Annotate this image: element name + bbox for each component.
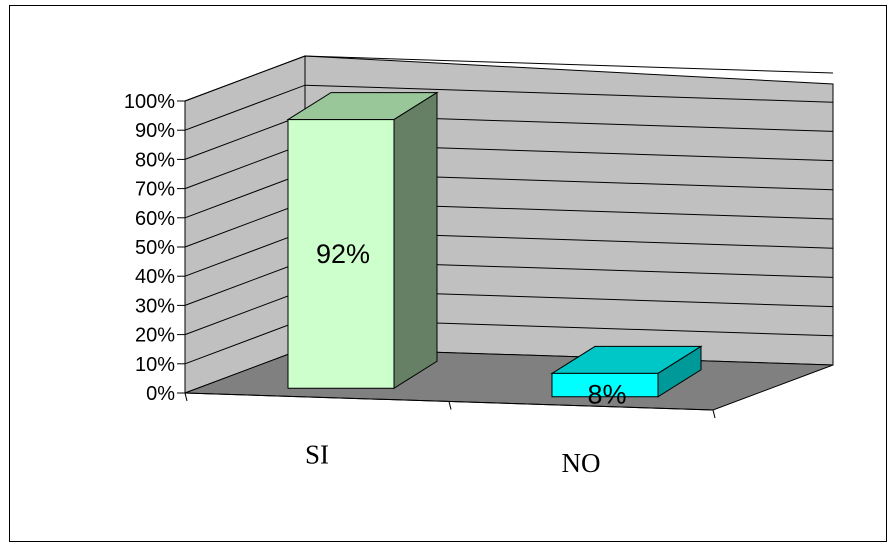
y-tick-label: 0% [146,383,175,405]
data-label: 8% [587,379,626,409]
gridline [184,84,834,131]
x-tick [712,409,716,419]
y-tick-label: 80% [135,149,175,171]
y-tick-label: 50% [135,237,175,259]
bar-no [550,345,703,398]
y-tick-label: 20% [135,325,175,347]
bar-si [286,91,439,390]
labels: 0% 10% 20% 30% 40% 50% 60% 70% 80% 90% 100% 92% SI 8%… [124,91,627,478]
y-tick-label: 30% [135,295,175,317]
data-label: 92% [316,239,370,269]
bar-front-face [551,372,659,398]
y-tick-label: 70% [135,179,175,201]
y-tick-label: 60% [135,208,175,230]
axes [177,100,716,419]
x-tick [448,401,452,410]
chart-walls [184,55,834,411]
category-label: NO [562,448,601,478]
gridline [184,55,834,102]
bar-front-face [287,119,395,389]
y-tick-label: 90% [135,120,175,142]
y-tick-label: 100% [124,91,175,113]
bars [286,91,703,398]
category-label: SI [305,439,329,469]
bar-side-face [393,91,438,390]
y-tick-label: 10% [135,354,175,376]
y-tick-label: 40% [135,266,175,288]
x-tick [184,392,188,402]
